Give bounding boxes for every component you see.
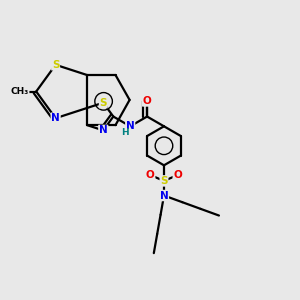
- Text: S: S: [100, 98, 107, 108]
- Text: N: N: [126, 121, 135, 131]
- Text: S: S: [52, 60, 59, 70]
- Text: N: N: [160, 190, 168, 200]
- Text: S: S: [160, 176, 168, 186]
- Text: O: O: [173, 170, 182, 180]
- Text: N: N: [51, 113, 60, 123]
- Text: O: O: [146, 170, 155, 180]
- Text: H: H: [121, 128, 129, 137]
- Text: O: O: [143, 96, 152, 106]
- Text: CH₃: CH₃: [11, 87, 29, 96]
- Text: N: N: [99, 125, 108, 135]
